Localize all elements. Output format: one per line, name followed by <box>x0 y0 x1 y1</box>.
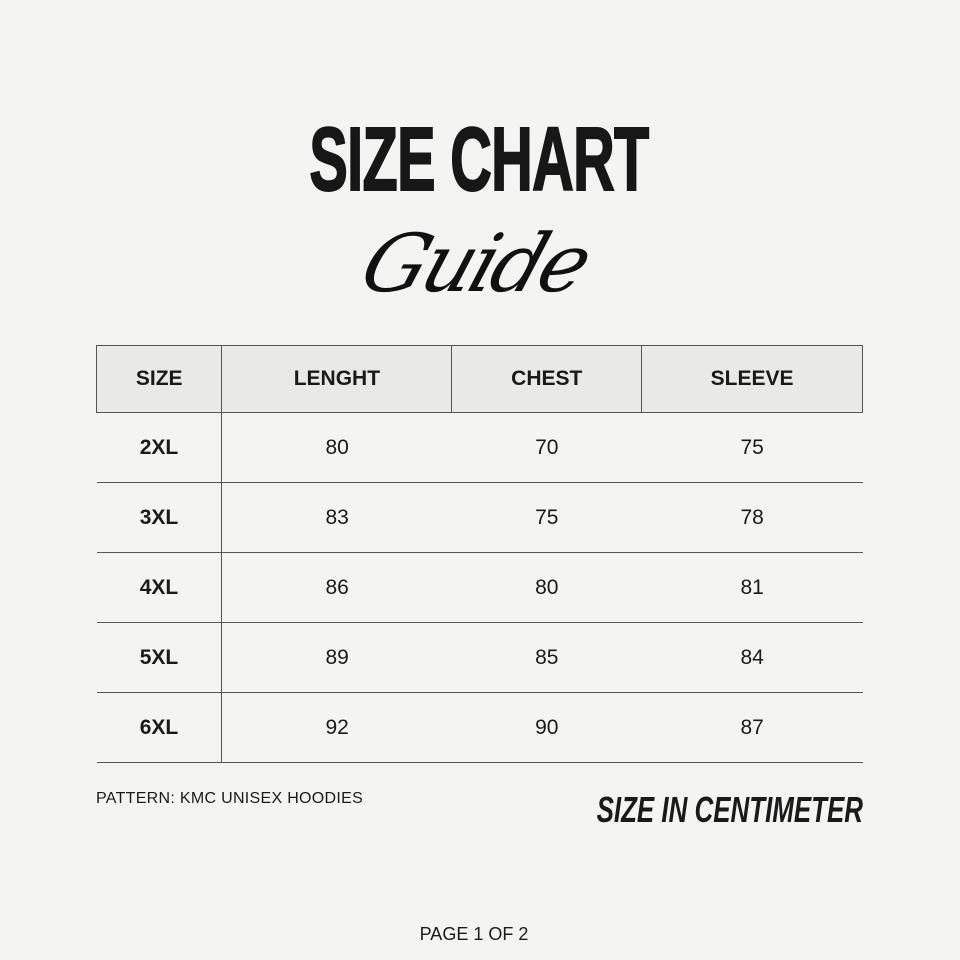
cell-size: 3XL <box>96 482 223 553</box>
cell-chest: 80 <box>451 552 642 623</box>
cell-chest: 85 <box>451 622 642 693</box>
cell-length: 83 <box>221 482 452 553</box>
unit-note-wrap: SIZE IN CENTIMETER <box>584 790 863 830</box>
unit-note: SIZE IN CENTIMETER <box>596 789 863 830</box>
cell-length: 80 <box>221 412 452 483</box>
title-wrap: SIZE CHART <box>293 111 665 209</box>
table-header-row: SIZE LENGHT CHEST SLEEVE <box>95 345 863 413</box>
table-row: 5XL 89 85 84 <box>96 622 863 693</box>
cell-size: 5XL <box>96 622 223 693</box>
table-row: 4XL 86 80 81 <box>96 552 863 623</box>
table-row: 6XL 92 90 87 <box>96 692 863 763</box>
page-indicator: PAGE 1 OF 2 <box>419 924 529 944</box>
size-table: SIZE LENGHT CHEST SLEEVE 2XL 80 70 75 3XL 83 7… <box>95 345 863 763</box>
cell-length: 89 <box>221 622 452 693</box>
page-subtitle-script: Guide <box>350 217 601 310</box>
cell-length: 92 <box>221 692 452 763</box>
cell-sleeve: 75 <box>641 412 863 483</box>
cell-size: 6XL <box>96 692 223 763</box>
cell-sleeve: 78 <box>641 482 863 553</box>
cell-chest: 90 <box>451 692 642 763</box>
table-row: 3XL 83 75 78 <box>96 482 863 553</box>
page-title: SIZE CHART <box>309 110 650 210</box>
cell-chest: 75 <box>451 482 642 553</box>
cell-sleeve: 87 <box>641 692 863 763</box>
pattern-label: PATTERN: KMC UNISEX HOODIES <box>96 790 364 807</box>
cell-chest: 70 <box>451 412 642 483</box>
header-size: SIZE <box>95 345 223 413</box>
header-sleeve: SLEEVE <box>641 345 863 413</box>
header-length: LENGHT <box>221 345 453 413</box>
cell-sleeve: 81 <box>641 552 863 623</box>
header-chest: CHEST <box>451 345 643 413</box>
cell-size: 2XL <box>96 412 223 483</box>
cell-length: 86 <box>221 552 452 623</box>
cell-sleeve: 84 <box>641 622 863 693</box>
table-row: 2XL 80 70 75 <box>96 412 863 483</box>
cell-size: 4XL <box>96 552 223 623</box>
